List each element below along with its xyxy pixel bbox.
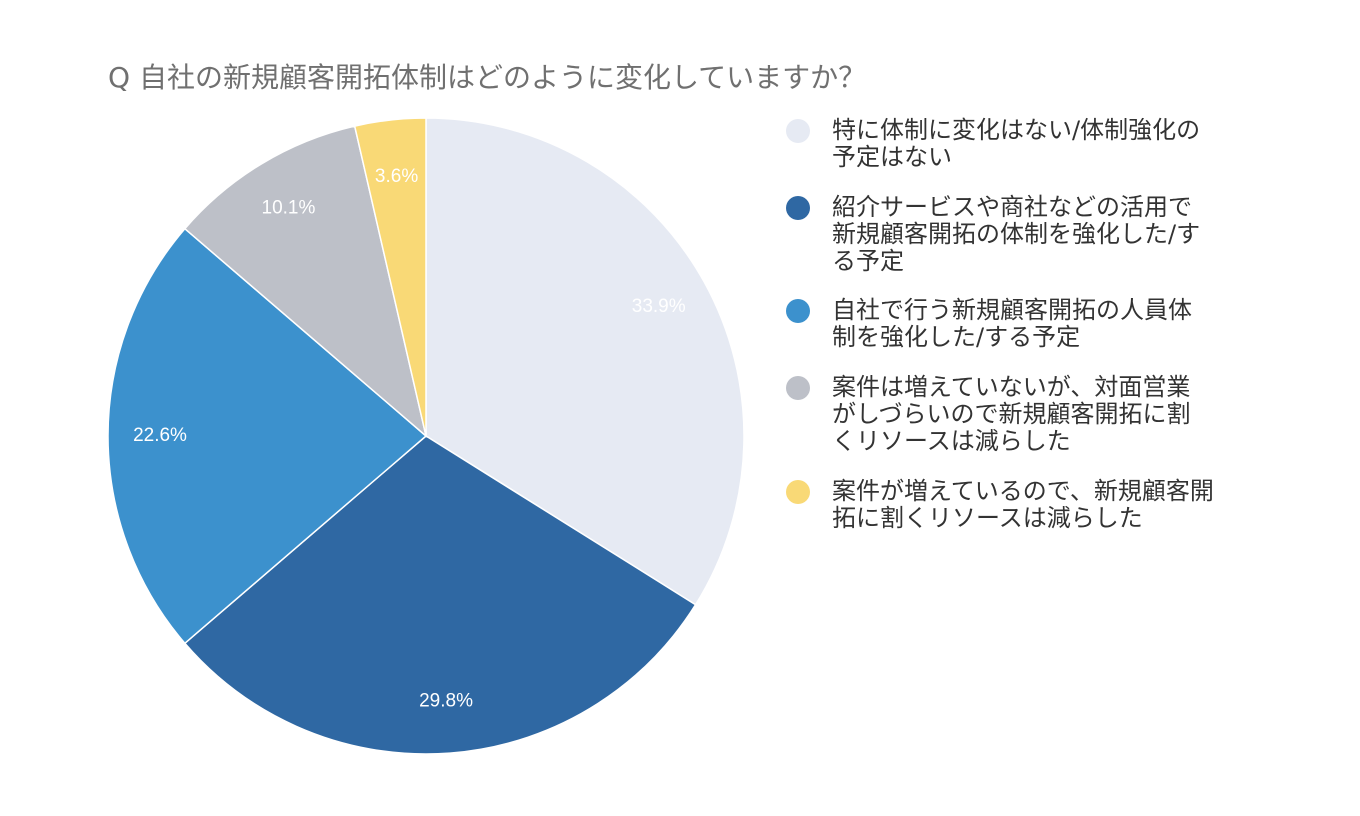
pie-slice-label-1: 33.9% (632, 296, 686, 317)
legend-label-4-line-2: がしづらいので新規顧客開拓に割 (832, 400, 1191, 428)
legend-label-5-line-1: 案件が増えているので、新規顧客開 (832, 477, 1214, 505)
legend-swatch-4 (786, 376, 810, 400)
chart-legend: 特に体制に変化はない/体制強化の 予定はない紹介サービスや商社などの活用で 新規顧客… (786, 117, 1256, 555)
legend-label-1-line-2: 予定はない (832, 143, 952, 171)
legend-item-5: 案件が増えているので、新規顧客開 拓に割くリソースは減らした (786, 478, 1256, 532)
legend-swatch-5 (786, 480, 810, 504)
legend-swatch-2 (786, 196, 810, 220)
legend-label-2-line-2: 新規顧客開拓の体制を強化した/す (832, 220, 1201, 248)
pie-slice-1 (425, 117, 745, 606)
legend-item-3: 自社で行う新規顧客開拓の人員体 制を強化した/する予定 (786, 297, 1256, 351)
legend-label-4-line-3: くリソースは減らした (832, 427, 1071, 455)
legend-label-4-line-1: 案件は増えていないが、対面営業 (832, 373, 1191, 401)
pie-slice-3 (107, 227, 428, 645)
legend-swatch-3 (786, 299, 810, 323)
pie-slice-label-2: 29.8% (419, 690, 473, 711)
pie-slice-label-4: 10.1% (262, 197, 316, 218)
legend-item-1: 特に体制に変化はない/体制強化の 予定はない (786, 117, 1256, 171)
legend-label-3-line-1: 自社で行う新規顧客開拓の人員体 (832, 296, 1192, 324)
chart-title: Q 自社の新規顧客開拓体制はどのように変化していますか？ (108, 61, 867, 94)
legend-label-1-line-1: 特に体制に変化はない/体制強化の (832, 116, 1201, 144)
legend-label-2-line-3: る予定 (832, 247, 904, 275)
pie-slice-5 (353, 117, 427, 437)
pie-slice-2 (183, 435, 697, 755)
legend-item-4: 案件は増えていないが、対面営業 がしづらいので新規顧客開拓に割 くリソースは減らした (786, 374, 1256, 455)
pie-slice-4 (183, 125, 428, 439)
pie-slice-label-3: 22.6% (133, 425, 187, 446)
legend-label-5-line-2: 拓に割くリソースは減らした (832, 504, 1143, 532)
pie-slice-label-5: 3.6% (375, 166, 418, 187)
legend-label-3-line-2: 制を強化した/する予定 (832, 323, 1081, 351)
legend-swatch-1 (786, 119, 810, 143)
legend-label-2-line-1: 紹介サービスや商社などの活用で (832, 193, 1192, 221)
legend-item-2: 紹介サービスや商社などの活用で 新規顧客開拓の体制を強化した/す る予定 (786, 194, 1256, 275)
